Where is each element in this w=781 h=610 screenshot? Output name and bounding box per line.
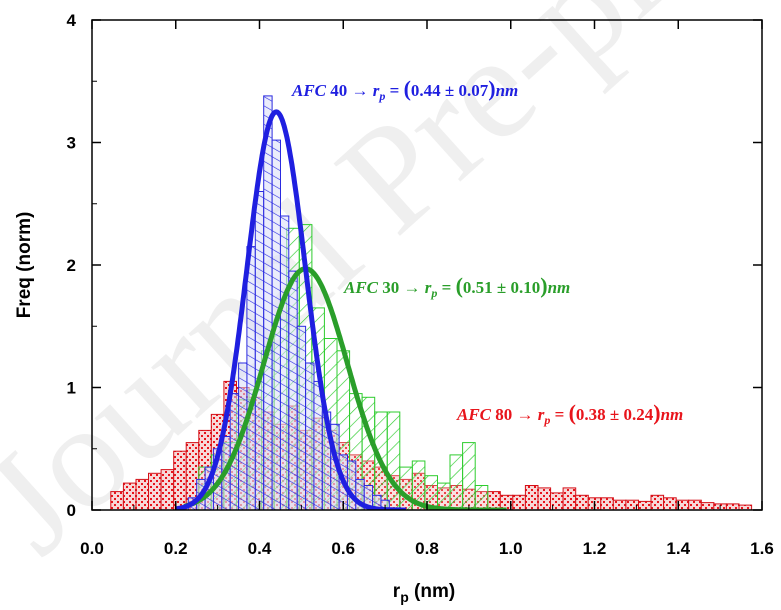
bar-afc30 bbox=[474, 485, 489, 510]
x-tick-label: 1.4 bbox=[666, 539, 690, 558]
bar-afc80 bbox=[524, 485, 539, 510]
x-axis-title: rp (nm) bbox=[393, 581, 455, 605]
x-axis-title-main: r bbox=[393, 581, 401, 602]
bar-afc40 bbox=[254, 191, 265, 510]
x-tick-label: 0.4 bbox=[248, 539, 272, 558]
bar-afc40 bbox=[305, 362, 315, 510]
y-tick-label: 0 bbox=[67, 501, 76, 520]
x-tick-label: 0.6 bbox=[331, 539, 355, 558]
x-axis-title-unit: (nm) bbox=[409, 581, 455, 602]
y-tick-label: 4 bbox=[67, 11, 77, 30]
bar-afc40 bbox=[296, 325, 307, 510]
bar-afc80 bbox=[650, 494, 665, 510]
x-axis-title-sub: p bbox=[400, 589, 409, 605]
bar-afc40 bbox=[263, 95, 273, 510]
bar-afc30 bbox=[386, 411, 401, 510]
x-tick-label: 1.2 bbox=[583, 539, 607, 558]
bar-afc80 bbox=[725, 503, 740, 510]
annotation-afc40: AFC 40 → rp = (0.44 ± 0.07)nm bbox=[291, 76, 518, 103]
x-tick-label: 0.0 bbox=[80, 539, 104, 558]
bar-afc80 bbox=[135, 478, 150, 510]
bar-afc80 bbox=[612, 499, 627, 510]
bar-afc80 bbox=[738, 504, 753, 510]
y-tick-label: 3 bbox=[67, 134, 76, 153]
bar-afc80 bbox=[688, 499, 702, 510]
annotation-afc30: AFC 30 → rp = (0.51 ± 0.10)nm bbox=[343, 273, 570, 300]
bar-afc80 bbox=[638, 500, 652, 510]
bar-afc80 bbox=[487, 491, 501, 510]
bar-afc80 bbox=[562, 487, 577, 510]
bar-afc80 bbox=[148, 472, 162, 510]
bar-afc80 bbox=[160, 469, 175, 510]
bar-afc30 bbox=[399, 466, 413, 510]
y-axis-title: Freq (norm) bbox=[14, 212, 35, 319]
fit-curve-afc40 bbox=[174, 109, 408, 510]
x-tick-label: 0.2 bbox=[164, 539, 188, 558]
annotation-afc80: AFC 80 → rp = (0.38 ± 0.24)nm bbox=[456, 400, 683, 427]
bar-afc40 bbox=[279, 215, 290, 510]
bar-afc40 bbox=[246, 246, 256, 510]
x-tick-label: 1.6 bbox=[750, 539, 774, 558]
y-tick-label: 1 bbox=[67, 379, 76, 398]
bar-afc80 bbox=[700, 502, 715, 510]
bar-afc80 bbox=[512, 494, 526, 510]
x-tick-label: 1.0 bbox=[499, 539, 523, 558]
bar-afc40 bbox=[346, 460, 357, 510]
bar-afc80 bbox=[663, 497, 677, 510]
bar-afc80 bbox=[110, 491, 124, 510]
bar-afc40 bbox=[288, 270, 298, 510]
x-tick-label: 0.8 bbox=[415, 539, 439, 558]
bar-afc30 bbox=[437, 482, 451, 510]
y-tick-label: 2 bbox=[67, 256, 76, 275]
bar-afc30 bbox=[449, 454, 464, 510]
bar-afc80 bbox=[600, 497, 614, 510]
bar-afc80 bbox=[537, 487, 552, 510]
bar-afc30 bbox=[462, 442, 476, 510]
bar-afc80 bbox=[575, 494, 589, 510]
